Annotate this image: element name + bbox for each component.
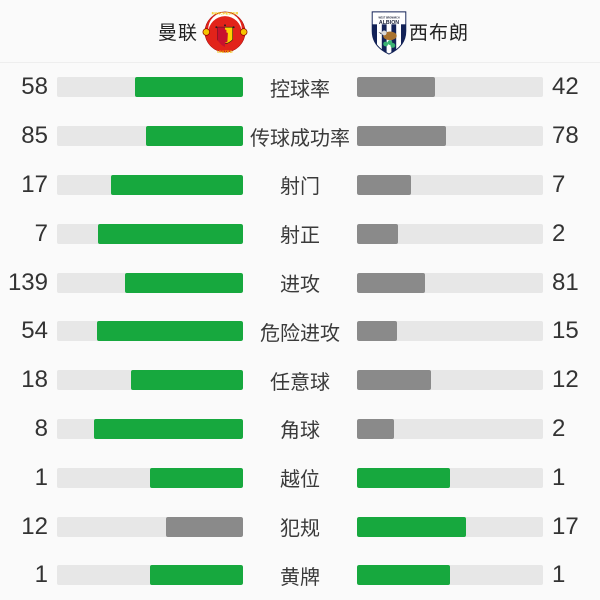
svg-text:WEST BROMWICH: WEST BROMWICH — [378, 17, 399, 20]
svg-text:ALBION: ALBION — [379, 20, 399, 26]
